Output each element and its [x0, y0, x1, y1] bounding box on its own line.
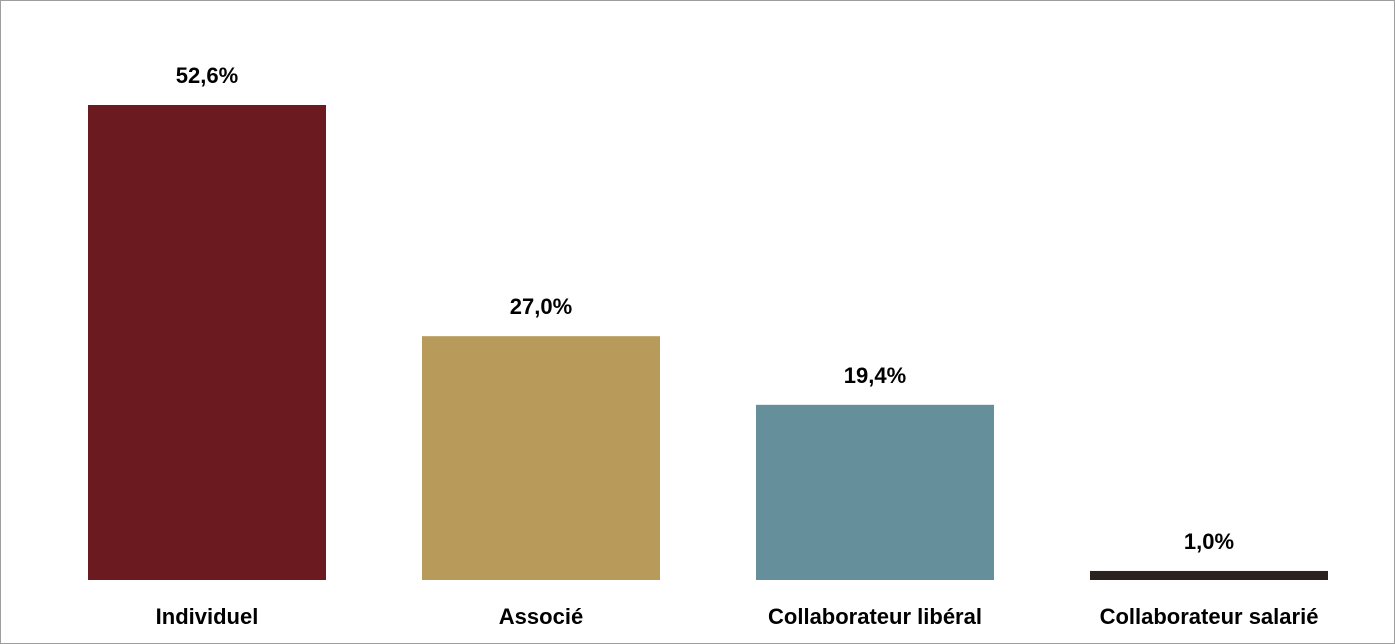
bars-layer	[88, 105, 1328, 580]
value-label-2: 19,4%	[844, 363, 906, 388]
value-label-1: 27,0%	[510, 294, 572, 319]
value-label-0: 52,6%	[176, 63, 238, 88]
category-label-2: Collaborateur libéral	[768, 604, 982, 629]
category-labels-layer: Individuel Associé Collaborateur libéral Co…	[156, 604, 1319, 629]
category-label-0: Individuel	[156, 604, 259, 629]
bar-0	[88, 105, 326, 580]
category-label-3: Collaborateur salarié	[1100, 604, 1319, 629]
category-label-1: Associé	[499, 604, 583, 629]
bar-3	[1090, 570, 1328, 580]
value-label-3: 1,0%	[1184, 529, 1234, 554]
value-labels-layer: 52,6% 27,0% 19,4% 1,0%	[176, 63, 1234, 554]
bar-1	[422, 336, 660, 580]
bar-2	[756, 404, 994, 580]
